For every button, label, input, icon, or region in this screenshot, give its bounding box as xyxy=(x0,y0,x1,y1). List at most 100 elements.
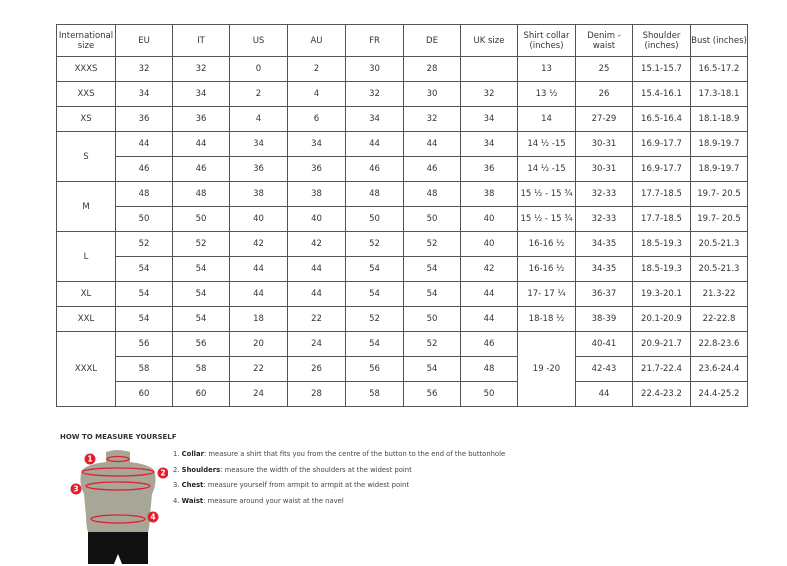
torso-measurement-illustration: 1 2 3 4 xyxy=(70,450,168,564)
table-cell: 56 xyxy=(115,331,173,357)
table-cell: 34-35 xyxy=(575,231,633,257)
step-number: 3. xyxy=(173,481,180,489)
table-cell: 54 xyxy=(115,306,173,332)
table-cell xyxy=(460,56,518,82)
table-cell: 32 xyxy=(172,56,230,82)
column-header: Shirt collar (inches) xyxy=(517,24,576,57)
table-cell: 23.6-24.4 xyxy=(690,356,748,382)
table-cell: 58 xyxy=(115,356,173,382)
table-cell: 18.9-19.7 xyxy=(690,156,748,182)
table-cell: 34 xyxy=(345,106,404,132)
table-cell: 54 xyxy=(403,281,461,307)
table-cell: 42-43 xyxy=(575,356,633,382)
step-term: Waist xyxy=(181,496,204,505)
table-cell: 44 xyxy=(115,131,173,157)
table-cell: 4 xyxy=(229,106,288,132)
table-cell: 0 xyxy=(229,56,288,82)
table-cell: 15.1-15.7 xyxy=(632,56,691,82)
table-cell: 56 xyxy=(345,356,404,382)
step-number: 1. xyxy=(173,450,180,458)
marker-circle-icon xyxy=(157,467,168,479)
table-cell: 54 xyxy=(115,281,173,307)
table-cell: 34 xyxy=(172,81,230,107)
table-cell: 32 xyxy=(345,81,404,107)
table-cell: 2 xyxy=(287,56,346,82)
table-cell: 15.4-16.1 xyxy=(632,81,691,107)
table-cell: 16-16 ½ xyxy=(517,231,576,257)
table-cell: 36 xyxy=(172,106,230,132)
table-cell: 58 xyxy=(345,381,404,407)
marker-circle-icon xyxy=(84,453,96,465)
table-cell: 32-33 xyxy=(575,181,633,207)
table-cell: 38 xyxy=(287,181,346,207)
table-cell: 28 xyxy=(287,381,346,407)
table-cell: 18-18 ½ xyxy=(517,306,576,332)
table-cell: 42 xyxy=(287,231,346,257)
international-size-cell: XS xyxy=(56,106,116,132)
step-term: Chest xyxy=(181,481,204,489)
table-cell: 60 xyxy=(172,381,230,407)
table-cell: 54 xyxy=(172,306,230,332)
table-cell: 14 xyxy=(517,106,576,132)
measurement-steps: 1. Collar: measure a shirt that fits you… xyxy=(173,450,505,512)
table-cell: 16.9-17.7 xyxy=(632,131,691,157)
step-text: : measure the width of the shoulders at … xyxy=(220,465,412,474)
table-cell: 18.5-19.3 xyxy=(632,256,691,282)
column-header: FR xyxy=(345,24,404,57)
table-cell: 24 xyxy=(229,381,288,407)
table-cell: 17- 17 ¼ xyxy=(517,281,576,307)
table-cell: 19.7- 20.5 xyxy=(690,181,748,207)
table-cell: 48 xyxy=(115,181,173,207)
table-cell: 54 xyxy=(345,331,404,357)
table-cell: 40 xyxy=(460,231,518,257)
table-cell: 14 ½ -15 xyxy=(517,131,576,157)
table-row: XXXS 32 32 0 2 30 28 13 25 15.1-15.7 16.5-17.2 xyxy=(56,56,748,82)
table-cell: 22.4-23.2 xyxy=(632,381,691,407)
table-cell: 46 xyxy=(172,156,230,182)
table-cell: 46 xyxy=(345,156,404,182)
table-cell: 19.3-20.1 xyxy=(632,281,691,307)
table-cell: 20 xyxy=(229,331,288,357)
table-cell: 36 xyxy=(115,106,173,132)
international-size-cell: XXL xyxy=(56,306,116,332)
table-row: 50 50 40 40 50 50 40 15 ½ - 15 ¾ 32-33 17.7-18.5 1… xyxy=(57,206,748,232)
shoulder-line xyxy=(81,467,155,477)
table-cell: 50 xyxy=(460,381,518,407)
table-cell: 13 xyxy=(517,56,576,82)
international-size-cell: XXXS xyxy=(56,56,116,82)
column-header: Shoulder (inches) xyxy=(632,24,691,57)
table-cell: 25 xyxy=(575,56,633,82)
table-row: 54 54 44 44 54 54 42 16-16 ½ 34-35 18.5-19.3 20.5-… xyxy=(57,256,748,282)
table-cell: 14 ½ -15 xyxy=(517,156,576,182)
table-cell: 54 xyxy=(345,256,404,282)
table-cell: 32 xyxy=(115,56,173,82)
table-cell: 2 xyxy=(229,81,288,107)
table-row: XL 54 54 44 44 54 54 44 17- 17 ¼ 36-37 19.3-20.1 21… xyxy=(56,281,748,307)
column-header: EU xyxy=(115,24,173,57)
table-cell: 22.8-23.6 xyxy=(690,331,748,357)
table-cell: 44 xyxy=(229,281,288,307)
table-cell: 38 xyxy=(229,181,288,207)
table-cell: 44 xyxy=(287,281,346,307)
table-row: XS 36 36 4 6 34 32 34 14 27-29 16.5-16.4 18.1-18.9 xyxy=(56,106,748,132)
table-cell: 17.3-18.1 xyxy=(690,81,748,107)
table-cell: 38 xyxy=(460,181,518,207)
international-size-cell: XXXL xyxy=(56,331,116,407)
table-cell: 18.1-18.9 xyxy=(690,106,748,132)
shorts-shape xyxy=(88,532,148,564)
column-header: Denim - waist xyxy=(575,24,633,57)
table-cell: 36 xyxy=(287,156,346,182)
table-cell: 40 xyxy=(460,206,518,232)
how-to-measure-title: HOW TO MEASURE YOURSELF xyxy=(60,433,177,441)
table-cell: 21.7-22.4 xyxy=(632,356,691,382)
table-row: S 44 44 34 34 44 44 34 14 ½ -15 30-31 16.9-17.7 18.… xyxy=(56,131,748,182)
table-cell: 48 xyxy=(403,181,461,207)
table-cell: 44 xyxy=(460,281,518,307)
table-cell: 19 -20 xyxy=(517,331,576,407)
table-cell: 17.7-18.5 xyxy=(632,206,691,232)
table-cell: 52 xyxy=(115,231,173,257)
table-cell: 40-41 xyxy=(575,331,633,357)
table-cell: 44 xyxy=(172,131,230,157)
table-cell: 13 ½ xyxy=(517,81,576,107)
table-cell: 27-29 xyxy=(575,106,633,132)
